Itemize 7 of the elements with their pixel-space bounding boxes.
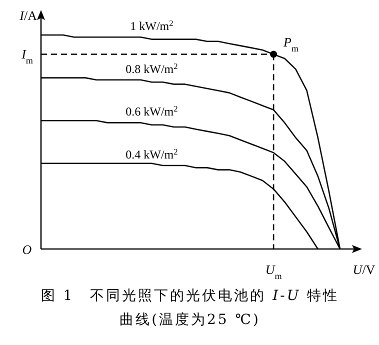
ref-label: I$_{m}$ (22, 46, 33, 66)
annotation: U$_{m}$ (265, 262, 282, 281)
xlabel: U/V (352, 262, 376, 277)
title: 图 1 不同光照下的光伏电池的 I-U 特性曲线(温度为25 ℃) (40, 287, 340, 330)
ylabel: I/A (20, 8, 37, 23)
annotation: P$_{m}$ (284, 34, 299, 54)
annotation: O (22, 242, 32, 257)
